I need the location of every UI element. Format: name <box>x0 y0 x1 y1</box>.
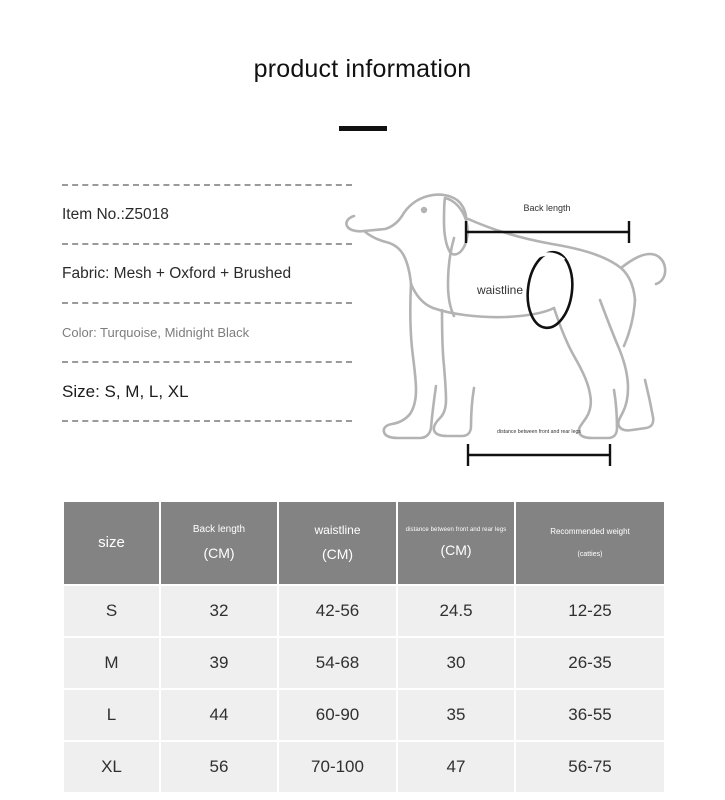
cell-waistline: 54-68 <box>279 638 396 688</box>
spec-divider <box>62 361 352 363</box>
cell-waistline: 42-56 <box>279 586 396 636</box>
column-header-size-main: size <box>98 533 125 551</box>
column-header-leg-distance: distance between front and rear legs (CM… <box>398 502 514 584</box>
spec-row-color: Color: Turquoise, Midnight Black <box>62 304 352 361</box>
spec-divider <box>62 302 352 304</box>
cell-back-length: 32 <box>161 586 277 636</box>
cell-size: XL <box>64 742 159 792</box>
cell-back-length: 56 <box>161 742 277 792</box>
leg-distance-label: distance between front and rear legs <box>497 429 581 435</box>
table-row: S 32 42-56 24.5 12-25 <box>64 586 664 636</box>
leg-distance-measure <box>466 444 612 466</box>
cell-recommended-weight: 56-75 <box>516 742 664 792</box>
column-header-leg-distance-unit: (CM) <box>440 542 472 559</box>
product-spec-list: Item No.:Z5018 Fabric: Mesh + Oxford + B… <box>62 184 352 422</box>
cell-size: L <box>64 690 159 740</box>
spec-size-label: Size: S, M, L, XL <box>62 381 189 401</box>
cell-size: S <box>64 586 159 636</box>
size-chart-table: size Back length (CM) waistline (CM) dis… <box>62 500 666 794</box>
spec-fabric-label: Fabric: Mesh + Oxford + Brushed <box>62 264 292 282</box>
page-title: product information <box>253 55 472 83</box>
cell-size: M <box>64 638 159 688</box>
cell-recommended-weight: 12-25 <box>516 586 664 636</box>
column-header-waistline: waistline (CM) <box>279 502 396 584</box>
spec-row-item-no: Item No.:Z5018 <box>62 186 352 243</box>
spec-row-size: Size: S, M, L, XL <box>62 363 352 420</box>
dog-measurement-diagram: Back length waistline distance between f… <box>338 180 688 480</box>
spec-row-fabric: Fabric: Mesh + Oxford + Brushed <box>62 245 352 302</box>
waistline-label: waistline <box>476 283 523 297</box>
column-header-back-length-main: Back length <box>192 524 246 536</box>
column-header-recommended-weight-unit: (catties) <box>577 550 603 558</box>
cell-waistline: 70-100 <box>279 742 396 792</box>
cell-waistline: 60-90 <box>279 690 396 740</box>
table-row: XL 56 70-100 47 56-75 <box>64 742 664 792</box>
column-header-leg-distance-main: distance between front and rear legs <box>405 527 507 533</box>
table-header-row: size Back length (CM) waistline (CM) dis… <box>64 502 664 584</box>
cell-back-length: 39 <box>161 638 277 688</box>
column-header-recommended-weight: Recommended weight (catties) <box>516 502 664 584</box>
spec-divider <box>62 184 352 186</box>
column-header-waistline-main: waistline <box>314 522 361 537</box>
column-header-back-length: Back length (CM) <box>161 502 277 584</box>
spec-divider <box>62 243 352 245</box>
cell-back-length: 44 <box>161 690 277 740</box>
waistline-loop-icon <box>526 250 574 330</box>
cell-leg-distance: 47 <box>398 742 514 792</box>
column-header-waistline-unit: (CM) <box>321 546 354 563</box>
back-length-measure <box>464 221 631 243</box>
back-length-label: Back length <box>523 203 570 213</box>
table-row: M 39 54-68 30 26-35 <box>64 638 664 688</box>
table-row: L 44 60-90 35 36-55 <box>64 690 664 740</box>
spec-divider <box>62 420 352 422</box>
cell-leg-distance: 30 <box>398 638 514 688</box>
waistline-loop-highlight <box>534 252 566 262</box>
column-header-recommended-weight-main: Recommended weight <box>550 526 630 536</box>
spec-color-label: Color: Turquoise, Midnight Black <box>62 325 250 340</box>
cell-recommended-weight: 36-55 <box>516 690 664 740</box>
column-header-size: size <box>64 502 159 584</box>
cell-recommended-weight: 26-35 <box>516 638 664 688</box>
title-underline-rule <box>339 126 387 131</box>
cell-leg-distance: 35 <box>398 690 514 740</box>
spec-item-no-label: Item No.:Z5018 <box>62 205 169 223</box>
column-header-back-length-unit: (CM) <box>203 544 235 561</box>
cell-leg-distance: 24.5 <box>398 586 514 636</box>
